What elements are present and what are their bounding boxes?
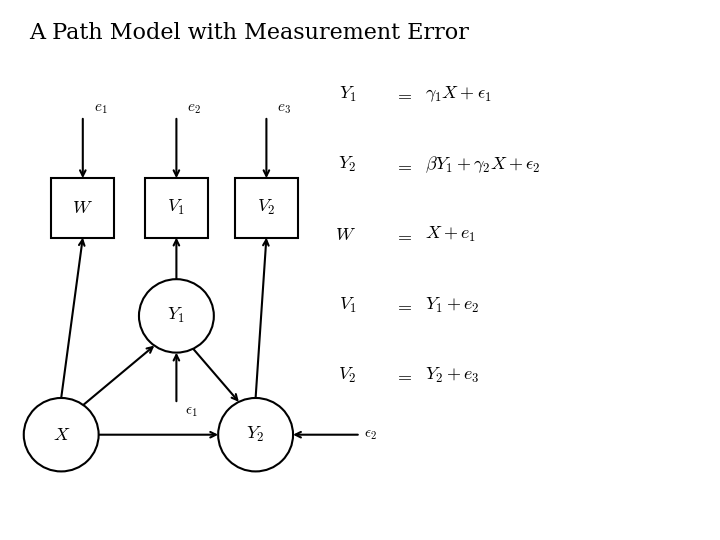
Text: $V_1$: $V_1$	[168, 198, 185, 218]
Text: $\epsilon_1$: $\epsilon_1$	[185, 404, 198, 419]
Ellipse shape	[139, 279, 214, 353]
Text: $\beta Y_1 + \gamma_2 X + \epsilon_2$: $\beta Y_1 + \gamma_2 X + \epsilon_2$	[425, 154, 541, 175]
Bar	[51, 178, 114, 238]
Text: $=$: $=$	[394, 296, 413, 314]
Ellipse shape	[24, 398, 99, 471]
Text: $Y_1$: $Y_1$	[168, 306, 185, 326]
Text: A Path Model with Measurement Error: A Path Model with Measurement Error	[29, 22, 469, 44]
Text: $=$: $=$	[394, 226, 413, 244]
Text: $Y_1 + e_2$: $Y_1 + e_2$	[425, 295, 480, 315]
Text: $=$: $=$	[394, 156, 413, 174]
Bar	[235, 178, 298, 238]
Text: $V_2$: $V_2$	[338, 366, 356, 385]
Text: $W$: $W$	[72, 199, 94, 217]
Text: $X$: $X$	[53, 426, 70, 444]
Text: $X + e_1$: $X + e_1$	[425, 225, 476, 245]
Text: $Y_2$: $Y_2$	[338, 155, 356, 174]
Text: $V_1$: $V_1$	[338, 295, 356, 315]
Text: $=$: $=$	[394, 85, 413, 104]
Text: $Y_2$: $Y_2$	[246, 425, 265, 444]
Text: $V_2$: $V_2$	[257, 198, 276, 218]
Text: $Y_1$: $Y_1$	[338, 85, 356, 104]
Text: $W$: $W$	[336, 226, 356, 244]
Text: $\gamma_1 X + \epsilon_1$: $\gamma_1 X + \epsilon_1$	[425, 85, 492, 104]
Bar	[145, 178, 208, 238]
Text: $\epsilon_2$: $\epsilon_2$	[364, 427, 377, 442]
Text: $=$: $=$	[394, 366, 413, 384]
Text: $e_3$: $e_3$	[277, 101, 291, 116]
Ellipse shape	[218, 398, 293, 471]
Text: $e_2$: $e_2$	[187, 101, 201, 116]
Text: $Y_2 + e_3$: $Y_2 + e_3$	[425, 366, 480, 385]
Text: $e_1$: $e_1$	[94, 101, 107, 116]
